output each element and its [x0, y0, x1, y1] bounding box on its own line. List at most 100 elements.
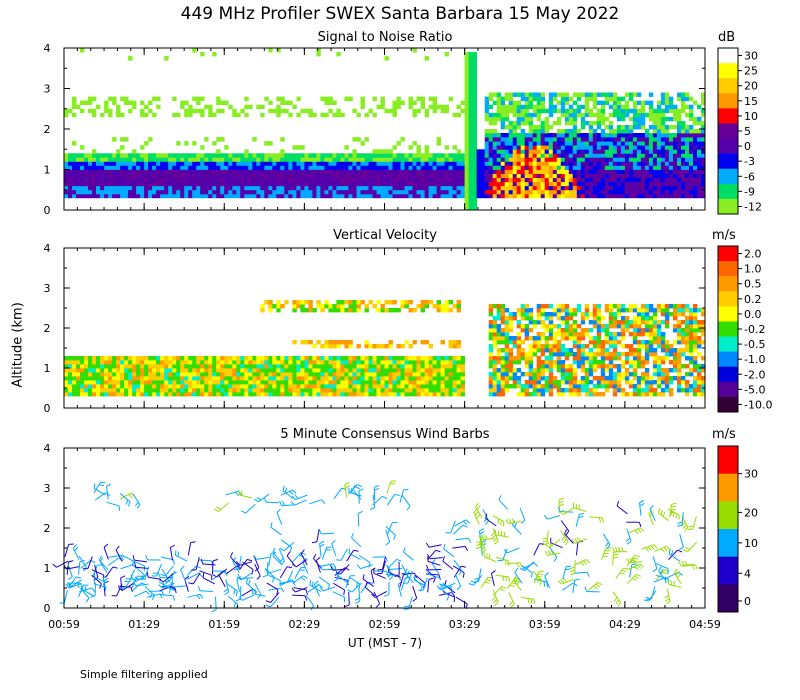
velocity-cell	[681, 348, 686, 353]
velocity-cell	[564, 304, 570, 309]
snr-cell	[132, 189, 137, 195]
snr-cell	[616, 193, 622, 199]
snr-cell	[464, 129, 469, 134]
snr-cell	[392, 104, 397, 110]
snr-cell	[268, 48, 273, 53]
snr-cell	[693, 165, 698, 170]
velocity-cell	[693, 348, 698, 353]
velocity-cell	[368, 372, 373, 377]
snr-cell	[416, 173, 421, 178]
snr-cell	[68, 153, 73, 158]
snr-cell	[152, 157, 157, 162]
velocity-cell	[400, 304, 405, 309]
velocity-cell	[552, 360, 558, 365]
velocity-cell	[576, 344, 582, 349]
velocity-cell	[328, 392, 333, 397]
snr-cell	[524, 96, 530, 102]
velocity-cell	[576, 388, 582, 393]
snr-cell	[368, 108, 373, 114]
snr-cell	[536, 116, 542, 122]
snr-cell	[685, 173, 690, 178]
velocity-cell	[260, 368, 265, 373]
velocity-cell	[120, 360, 125, 365]
snr-cell	[152, 177, 157, 183]
velocity-cell	[188, 372, 193, 377]
velocity-cell	[160, 356, 165, 361]
snr-cell	[220, 165, 225, 170]
snr-cell	[464, 120, 469, 126]
velocity-cell	[588, 352, 594, 357]
velocity-cell	[312, 384, 317, 389]
velocity-cell	[512, 380, 518, 385]
snr-cell	[480, 157, 485, 162]
velocity-cell	[636, 388, 642, 393]
velocity-cell	[636, 352, 642, 357]
velocity-cell	[644, 372, 650, 377]
velocity-cell	[564, 328, 570, 333]
velocity-cell	[644, 344, 650, 349]
velocity-cell	[452, 356, 457, 361]
snr-cell	[656, 153, 662, 158]
velocity-cell	[428, 364, 433, 369]
velocity-cell	[348, 372, 353, 377]
snr-cell	[164, 189, 169, 195]
wind-barb	[87, 556, 93, 569]
velocity-cell	[693, 328, 698, 333]
velocity-cell	[112, 380, 117, 385]
snr-cell	[632, 116, 638, 122]
velocity-cell	[252, 380, 257, 385]
velocity-cell	[232, 388, 237, 393]
snr-cell	[200, 185, 205, 191]
velocity-cell	[416, 372, 421, 377]
velocity-cell	[552, 336, 558, 341]
snr-cell	[360, 185, 365, 191]
snr-cell	[648, 153, 654, 158]
velocity-cell	[268, 360, 273, 365]
velocity-cell	[548, 336, 554, 341]
velocity-cell	[336, 344, 341, 349]
snr-cell	[216, 108, 221, 114]
velocity-cell	[216, 384, 221, 389]
snr-cell	[76, 177, 81, 183]
snr-cell	[136, 165, 141, 170]
snr-cell	[80, 177, 85, 183]
snr-cell	[236, 193, 241, 199]
velocity-cell	[596, 348, 602, 353]
snr-cell	[484, 145, 490, 150]
velocity-cell	[348, 392, 353, 397]
snr-cell	[180, 173, 185, 178]
snr-cell	[152, 173, 157, 178]
velocity-cell	[532, 340, 538, 345]
velocity-cell	[548, 332, 554, 337]
snr-cell	[701, 96, 706, 102]
snr-cell	[264, 96, 269, 102]
velocity-cell	[444, 300, 449, 305]
snr-cell	[652, 116, 658, 122]
velocity-cell	[616, 364, 622, 369]
snr-cell	[264, 165, 269, 170]
snr-cell	[104, 100, 109, 105]
snr-cell	[264, 189, 269, 195]
snr-cell	[448, 157, 453, 162]
snr-cell	[689, 161, 694, 166]
velocity-cell	[612, 324, 618, 329]
snr-cell	[612, 157, 618, 162]
velocity-cell	[164, 384, 169, 389]
velocity-cell	[552, 364, 558, 369]
velocity-cell	[300, 392, 305, 397]
snr-cell	[628, 133, 634, 138]
snr-cell	[460, 169, 465, 174]
velocity-cell	[500, 360, 506, 365]
velocity-cell	[460, 364, 465, 369]
velocity-cell	[256, 388, 261, 393]
snr-cell	[224, 185, 229, 191]
velocity-cell	[200, 384, 205, 389]
snr-cell	[677, 193, 682, 199]
snr-cell	[504, 96, 510, 102]
velocity-cell	[304, 384, 309, 389]
snr-cell	[576, 145, 582, 150]
velocity-cell	[608, 384, 614, 389]
snr-cell	[72, 157, 77, 162]
snr-cell	[136, 193, 141, 199]
velocity-cell	[512, 312, 518, 317]
